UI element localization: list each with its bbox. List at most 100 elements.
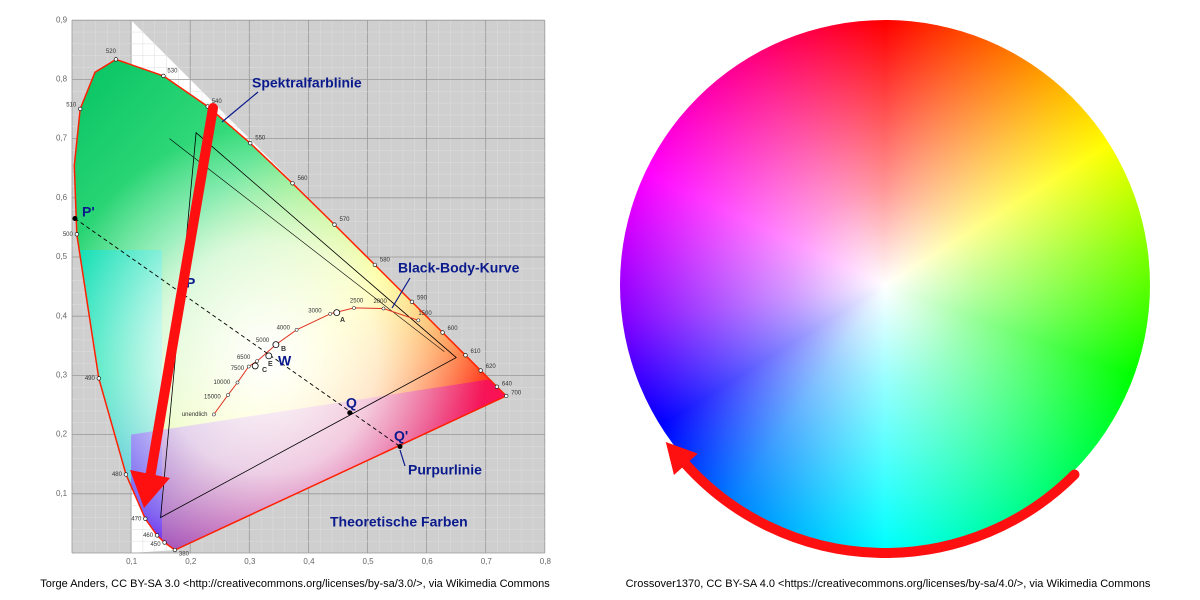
point-label: E bbox=[268, 361, 273, 368]
wheel-arrow-head bbox=[665, 442, 698, 476]
wavelength-dot bbox=[113, 57, 119, 62]
x-tick-label: 0,5 bbox=[363, 557, 375, 566]
temperature-label: 6500 bbox=[237, 355, 251, 361]
wavelength-dot bbox=[74, 232, 79, 237]
temperature-dot bbox=[352, 306, 356, 310]
temperature-dot bbox=[381, 306, 386, 311]
wavelength-dot bbox=[155, 533, 160, 538]
wavelength-label: 700 bbox=[511, 391, 522, 397]
point-label: Q bbox=[346, 395, 357, 411]
point-label: A bbox=[340, 317, 345, 324]
illuminant-dot bbox=[265, 352, 273, 360]
y-tick-label: 0,7 bbox=[56, 134, 68, 143]
wavelength-dot bbox=[372, 262, 377, 268]
temperature-label: 3000 bbox=[308, 308, 322, 314]
y-tick-label: 0,6 bbox=[56, 193, 68, 202]
caption: Torge Anders, CC BY-SA 3.0 <http://creat… bbox=[40, 578, 550, 590]
point-dot bbox=[397, 443, 403, 449]
red-arrow-shaft bbox=[145, 103, 218, 483]
y-tick-label: 0,5 bbox=[56, 252, 68, 261]
wavelength-dot bbox=[494, 384, 500, 389]
x-tick-label: 0,8 bbox=[540, 557, 552, 566]
annotation: Theoretische Farben bbox=[330, 514, 468, 530]
wheel-arrow bbox=[680, 459, 1080, 558]
temperature-label: 10000 bbox=[213, 380, 230, 386]
spectral-locus bbox=[73, 58, 508, 551]
wheel-overlay bbox=[665, 442, 1080, 558]
x-tick-label: 0,3 bbox=[244, 557, 256, 566]
wavelength-dot bbox=[143, 516, 148, 521]
temperature-dot bbox=[211, 412, 216, 417]
temperature-dot bbox=[246, 364, 251, 369]
wavelength-dot bbox=[78, 106, 83, 111]
y-tick-label: 0,4 bbox=[56, 311, 68, 320]
point-dot bbox=[72, 216, 78, 222]
y-tick-label: 0,3 bbox=[56, 371, 68, 380]
point-label: C bbox=[262, 367, 267, 374]
y-tick-label: 0,8 bbox=[56, 75, 68, 84]
cie-diagram: 0,9 0,8 0,7 0,6 0,5 0,4 0,3 0,2 0,1 0,1 0,2 0,3 0,4 0… bbox=[56, 15, 552, 566]
red-arrow-head bbox=[130, 470, 170, 508]
wavelength-label: 480 bbox=[112, 472, 123, 478]
point-label: B bbox=[281, 346, 286, 353]
dashed-line bbox=[74, 218, 401, 447]
illuminant-dot bbox=[272, 341, 280, 349]
wavelength-dot bbox=[161, 73, 166, 79]
illuminant-dot bbox=[251, 362, 259, 370]
temperature-label: 2500 bbox=[350, 298, 364, 304]
wavelength-label: 610 bbox=[470, 349, 481, 355]
wavelength-label: 500 bbox=[63, 232, 74, 238]
wavelength-label: 590 bbox=[417, 295, 428, 301]
point-label: P' bbox=[82, 204, 95, 220]
wavelength-dot bbox=[290, 181, 295, 186]
illuminant-dot bbox=[333, 309, 341, 317]
wavelength-label: 600 bbox=[448, 326, 459, 332]
wavelength-label: 530 bbox=[167, 68, 178, 74]
wavelength-label: 510 bbox=[66, 102, 77, 108]
wavelength-label: 580 bbox=[380, 258, 391, 264]
temperature-label: 4000 bbox=[277, 325, 291, 331]
gamut-outline bbox=[169, 138, 445, 352]
wavelength-label: 460 bbox=[143, 533, 154, 539]
wavelength-label: 520 bbox=[106, 49, 117, 55]
wavelength-label: 570 bbox=[339, 217, 350, 223]
wavelength-label: 450 bbox=[151, 542, 162, 548]
wavelength-label: 380 bbox=[179, 552, 190, 558]
wavelength-label: 560 bbox=[298, 176, 309, 182]
temperature-label: 7500 bbox=[231, 366, 245, 372]
point-label: P bbox=[186, 275, 195, 291]
color-wheel bbox=[620, 20, 1150, 550]
wavelength-dot bbox=[248, 141, 253, 146]
point-label: W bbox=[278, 353, 292, 369]
y-tick-label: 0,1 bbox=[56, 489, 68, 498]
temperature-label: 1500 bbox=[418, 311, 432, 317]
x-tick-label: 0,7 bbox=[481, 557, 493, 566]
annotation-leader bbox=[391, 277, 411, 309]
wavelength-dot bbox=[332, 222, 337, 227]
wavelength-dot bbox=[172, 547, 177, 553]
point-label: Q' bbox=[394, 428, 408, 444]
point-dot bbox=[347, 410, 353, 416]
wavelength-dot bbox=[440, 330, 445, 335]
temperature-dot bbox=[255, 359, 259, 364]
annotation: Purpurlinie bbox=[408, 462, 482, 478]
caption: Crossover1370, CC BY-SA 4.0 <https://cre… bbox=[626, 578, 1151, 590]
wavelength-dot bbox=[463, 353, 468, 358]
annotation-leader bbox=[221, 91, 259, 123]
wavelength-dot bbox=[123, 472, 129, 477]
temperature-dot bbox=[294, 327, 299, 332]
wavelength-label: 640 bbox=[502, 381, 513, 387]
x-tick-label: 0,6 bbox=[422, 557, 434, 566]
wavelength-dot bbox=[409, 299, 415, 304]
wavelength-label: 470 bbox=[131, 516, 142, 522]
y-tick-label: 0,9 bbox=[56, 15, 68, 24]
temperature-dot bbox=[235, 380, 240, 385]
wavelength-dot bbox=[478, 368, 483, 373]
x-tick-label: 0,1 bbox=[126, 557, 138, 566]
temperature-label: 15000 bbox=[204, 395, 221, 401]
wavelength-label: 550 bbox=[255, 136, 266, 142]
x-tick-label: 0,4 bbox=[303, 557, 315, 566]
wavelength-dot bbox=[96, 376, 101, 381]
